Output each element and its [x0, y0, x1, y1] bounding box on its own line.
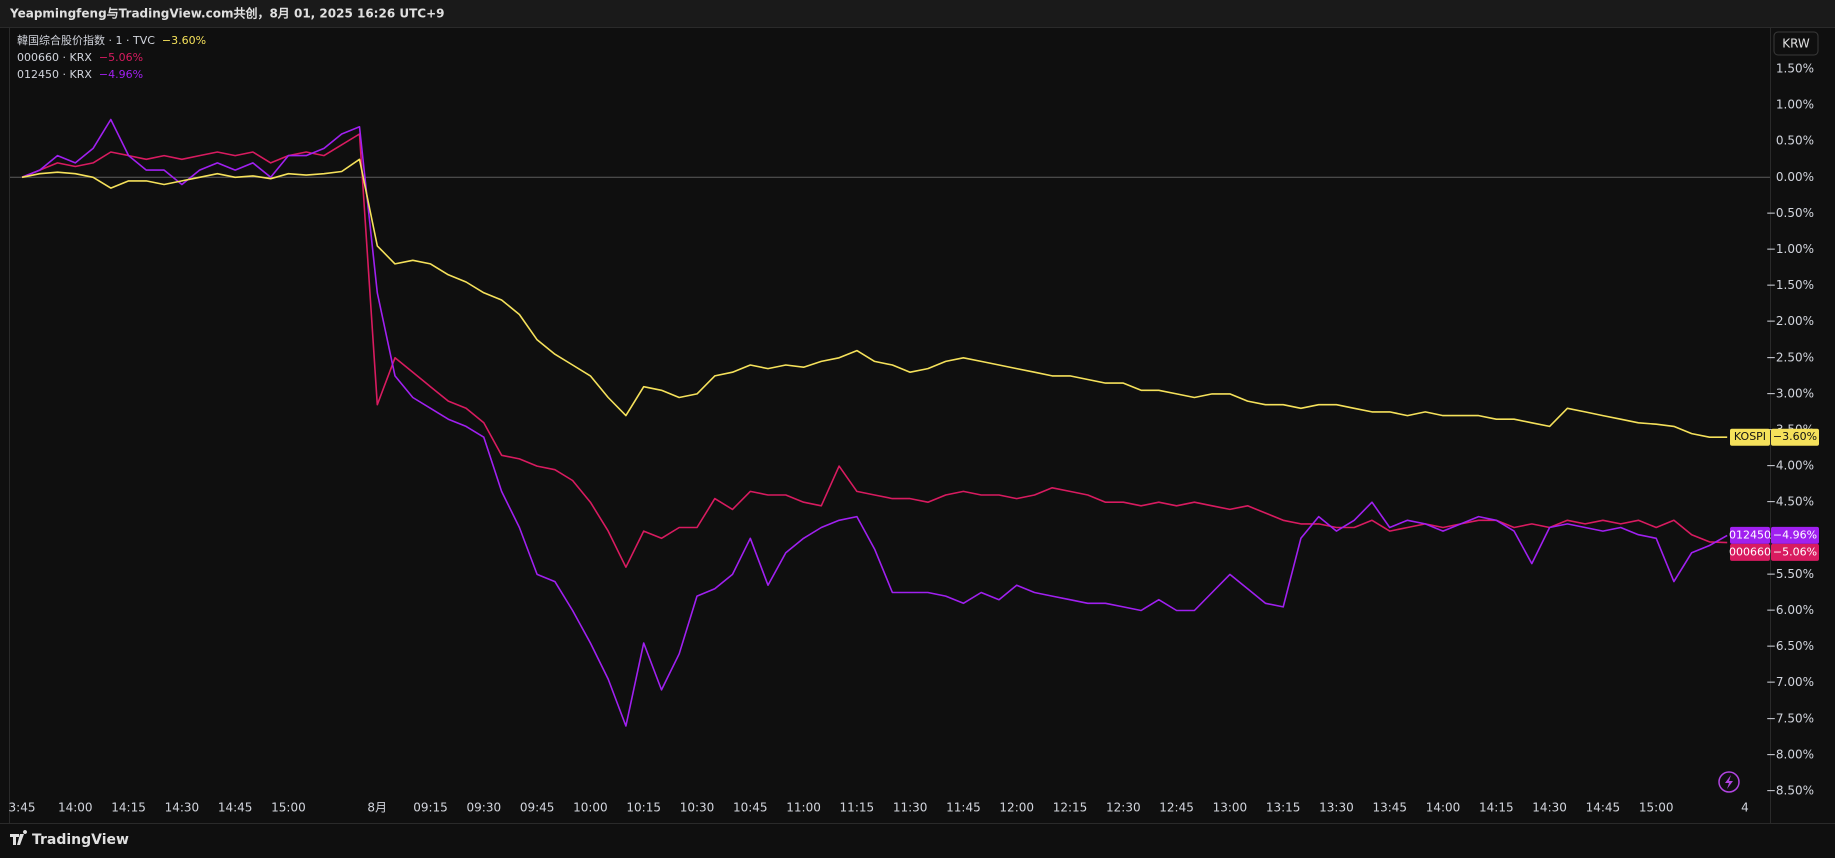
y-tick-label: −5.50%	[1766, 567, 1814, 581]
series-line	[21, 118, 1728, 727]
icon-circle[interactable]	[1718, 771, 1740, 793]
y-tick-label: 0.00%	[1776, 170, 1814, 184]
y-tick-label: −2.00%	[1766, 314, 1814, 328]
price-tag-label: −5.06%	[1773, 545, 1817, 558]
x-tick-label: 14:15	[111, 801, 146, 815]
x-tick-label: 3:45	[9, 801, 36, 815]
y-tick-label: −8.00%	[1766, 747, 1814, 761]
x-tick-label: 10:00	[573, 801, 608, 815]
y-tick-label: −8.50%	[1766, 784, 1814, 798]
logo-mark	[10, 830, 28, 845]
y-tick-label: 1.00%	[1776, 98, 1814, 112]
x-tick-label: 13:15	[1266, 801, 1301, 815]
symbol-tag-label: KOSPI	[1734, 430, 1766, 443]
x-tick-label: 14:45	[1586, 801, 1621, 815]
currency-label[interactable]: KRW	[1782, 37, 1810, 51]
x-tick-label: 10:15	[626, 801, 661, 815]
x-tick-label: 14:00	[58, 801, 93, 815]
y-tick-label: −6.50%	[1766, 639, 1814, 653]
legend-value: −4.96%	[99, 68, 143, 81]
top-bar	[0, 0, 1835, 27]
x-tick-label: 09:30	[467, 801, 502, 815]
symbol-tag	[1730, 526, 1770, 544]
y-tick-label: −0.50%	[1766, 206, 1814, 220]
series-line	[21, 158, 1728, 438]
y-tick-label: −4.00%	[1766, 459, 1814, 473]
price-tag-label: −3.60%	[1773, 430, 1817, 443]
x-tick-label: 14:15	[1479, 801, 1514, 815]
x-tick-label: 09:45	[520, 801, 555, 815]
x-tick-label: 15:00	[271, 801, 306, 815]
x-tick-label: 12:00	[999, 801, 1034, 815]
x-tick-label: 11:45	[946, 801, 981, 815]
x-tick-label: 8月	[367, 801, 387, 815]
brand-name[interactable]: TradingView	[32, 832, 129, 848]
series-line	[21, 133, 1728, 568]
x-tick-label: 10:30	[680, 801, 715, 815]
x-tick-label: 13:30	[1319, 801, 1354, 815]
legend-value: −3.60%	[162, 34, 206, 47]
y-tick-label: −7.50%	[1766, 711, 1814, 725]
legend-name: 012450 · KRX	[17, 68, 92, 81]
lightning-icon[interactable]	[1718, 771, 1740, 793]
symbol-tag	[1730, 543, 1770, 561]
x-tick-label: 11:15	[840, 801, 875, 815]
x-tick-label: 14:00	[1426, 801, 1461, 815]
symbol-tag	[1730, 428, 1770, 446]
x-tick-label: 11:30	[893, 801, 928, 815]
y-tick-label: −2.50%	[1766, 350, 1814, 364]
y-tick-label: −7.00%	[1766, 675, 1814, 689]
y-tick-label: −6.00%	[1766, 603, 1814, 617]
x-tick-label: 12:15	[1053, 801, 1088, 815]
x-tick-label: 13:00	[1213, 801, 1248, 815]
x-tick-label: 14:30	[1532, 801, 1567, 815]
x-tick-label: 14:45	[218, 801, 253, 815]
legend-value: −5.06%	[99, 51, 143, 64]
x-tick-label: 15:00	[1639, 801, 1674, 815]
x-tick-label: 4	[1741, 801, 1749, 815]
icon-bolt[interactable]	[1725, 775, 1733, 789]
x-tick-label: 13:45	[1372, 801, 1407, 815]
x-tick-label: 10:45	[733, 801, 768, 815]
symbol-tag-label: 000660	[1729, 545, 1771, 558]
price-tag	[1771, 526, 1819, 544]
x-tick-label: 14:30	[165, 801, 200, 815]
y-tick-label: −1.00%	[1766, 242, 1814, 256]
x-tick-label: 09:15	[413, 801, 448, 815]
y-tick-label: 1.50%	[1776, 62, 1814, 76]
y-tick-label: −1.50%	[1766, 278, 1814, 292]
price-tag	[1771, 543, 1819, 561]
y-tick-label: −4.50%	[1766, 495, 1814, 509]
x-tick-label: 12:45	[1159, 801, 1194, 815]
symbol-tag-label: 012450	[1729, 528, 1771, 541]
brand-logo[interactable]: TradingView	[10, 830, 129, 848]
x-tick-label: 11:00	[786, 801, 821, 815]
chart-title: Yeapmingfeng与TradingView.com共创，8月 01, 20…	[9, 6, 445, 21]
legend-name: 韓国综合股价指数 · 1 · TVC	[17, 33, 155, 47]
y-tick-label: −3.00%	[1766, 386, 1814, 400]
price-tag-label: −4.96%	[1773, 528, 1817, 541]
y-tick-label: 0.50%	[1776, 134, 1814, 148]
x-tick-label: 12:30	[1106, 801, 1141, 815]
price-tag	[1771, 428, 1819, 446]
currency-button[interactable]	[1773, 31, 1819, 56]
legend-name: 000660 · KRX	[17, 51, 92, 64]
